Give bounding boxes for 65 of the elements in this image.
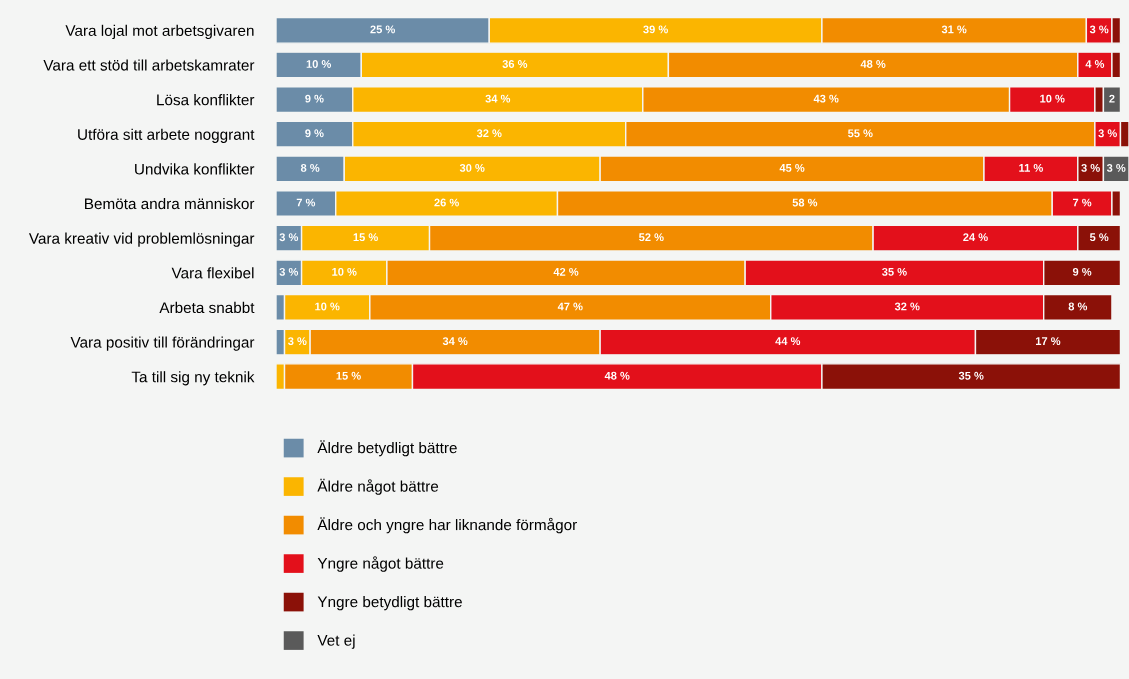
y-tick-label: Vara kreativ vid problemlösningar (28, 232, 255, 247)
data-label: 10 % (332, 267, 357, 276)
y-tick-label: Arbeta snabbt (159, 301, 255, 314)
data-label: 3 % (279, 233, 299, 242)
data-label: 35 % (958, 371, 984, 380)
y-tick-label: Vara positiv till förändringar (70, 336, 255, 351)
data-label: 10 % (315, 302, 340, 311)
data-label: 32 % (894, 302, 920, 311)
data-label: 43 % (813, 94, 839, 103)
data-label: 9 % (305, 129, 324, 138)
data-label: 3 % (279, 267, 299, 276)
data-label: 44 % (775, 337, 801, 346)
legend-label: Yngre betydligt bättre (317, 596, 462, 611)
y-tick-label: Vara flexibel (171, 267, 254, 279)
data-label: 15 % (353, 233, 378, 242)
legend-label: Äldre och yngre har liknande förmågor (317, 517, 577, 534)
data-label: 15 % (336, 371, 361, 380)
data-label: 8 % (1068, 302, 1088, 311)
data-label: 52 % (639, 233, 664, 242)
data-label: 30 % (459, 163, 485, 172)
data-label: 42 % (553, 267, 579, 276)
data-label: 34 % (442, 337, 468, 346)
data-label: 10 % (306, 60, 332, 68)
y-tick-label: Vara ett stöd till arbetskamrater (43, 59, 255, 71)
data-label: 34 % (485, 94, 511, 103)
data-label: 45 % (779, 164, 805, 172)
data-label: 10 % (1040, 94, 1065, 103)
data-label: 25 % (370, 25, 395, 34)
data-label: 9 % (1072, 267, 1092, 276)
data-label: 17 % (1036, 337, 1061, 346)
data-label: 3 % (1098, 129, 1117, 138)
data-label: 32 % (476, 129, 502, 138)
data-label: 3 % (288, 337, 307, 346)
data-label: 7 % (1072, 198, 1092, 207)
y-tick-label: Lösa konflikter (157, 94, 255, 106)
data-label: 35 % (882, 267, 907, 276)
legend-label: Vet ej (317, 634, 355, 649)
data-label: 47 % (557, 302, 583, 311)
data-label: 7 % (296, 198, 316, 207)
data-label: 31 % (941, 25, 967, 34)
data-label: 8 % (300, 163, 320, 172)
data-label: 11 % (1019, 164, 1043, 172)
y-tick-label: Vara lojal mot arbetsgivaren (65, 24, 254, 40)
data-label: 36 % (502, 60, 528, 68)
data-label: 48 % (604, 371, 630, 380)
data-label: 5 % (1089, 233, 1109, 242)
data-label: 55 % (847, 129, 873, 138)
data-label: 2 (1109, 94, 1115, 103)
data-label: 26 % (434, 198, 459, 207)
data-label: 9 % (305, 94, 324, 103)
data-label: 3 % (1081, 163, 1100, 172)
legend-label: Äldre något bättre (317, 478, 439, 495)
data-label: 4 % (1085, 60, 1105, 68)
data-label: 3 % (1089, 25, 1109, 34)
y-tick-label: Ta till sig ny teknik (131, 371, 255, 386)
data-label: 3 % (1106, 163, 1126, 172)
data-label: 39 % (643, 25, 668, 34)
data-label: 48 % (860, 60, 886, 68)
y-tick-label: Bemöta andra människor (85, 197, 255, 210)
legend-label: Yngre något bättre (317, 556, 444, 572)
y-tick-label: Undvika konflikter (135, 163, 255, 175)
data-label: 58 % (792, 198, 818, 207)
data-label: 24 % (963, 233, 988, 242)
legend-label: Äldre betydligt bättre (317, 440, 457, 457)
y-tick-label: Utföra sitt arbete noggrant (78, 128, 255, 143)
